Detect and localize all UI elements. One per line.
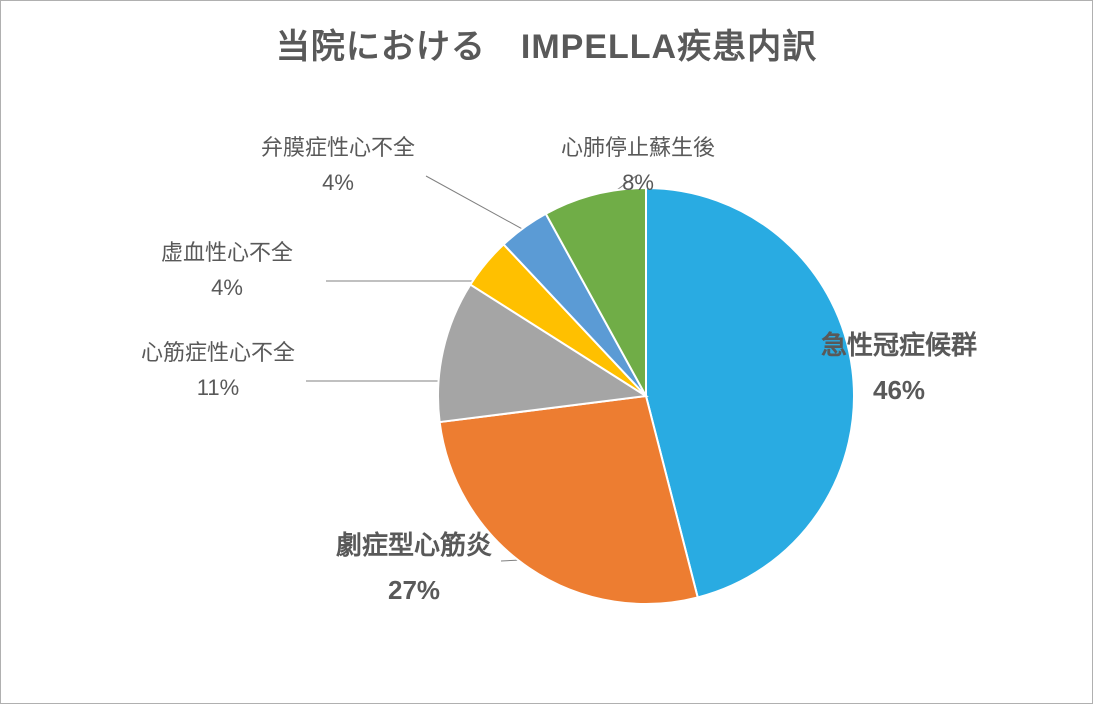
- slice-label: 急性冠症候群 46%: [821, 326, 977, 410]
- slice-label-value: 4%: [161, 271, 293, 304]
- slice-label-name: 心筋症性心不全: [141, 336, 295, 369]
- slice-label: 弁膜症性心不全4%: [261, 131, 415, 199]
- slice-label: 心筋症性心不全11%: [141, 336, 295, 404]
- slice-label-value: 11%: [141, 371, 295, 404]
- slice-label-value: 4%: [261, 166, 415, 199]
- slice-label: 虚血性心不全4%: [161, 236, 293, 304]
- slice-label-name: 急性冠症候群: [821, 326, 977, 365]
- slice-label-name: 弁膜症性心不全: [261, 131, 415, 164]
- slice-label-name: 劇症型心筋炎: [336, 526, 492, 565]
- slice-label-name: 虚血性心不全: [161, 236, 293, 269]
- leader-line: [426, 176, 530, 236]
- slice-label-value: 46%: [821, 371, 977, 410]
- pie-chart-container: 当院における IMPELLA疾患内訳 急性冠症候群46%劇症型心筋炎27%心筋症…: [0, 0, 1093, 704]
- slice-label-value: 27%: [336, 571, 492, 610]
- slice-label-value: 8%: [561, 166, 715, 199]
- slice-label: 劇症型心筋炎 27%: [336, 526, 492, 610]
- slice-label: 心肺停止蘇生後8%: [561, 131, 715, 199]
- slice-label-name: 心肺停止蘇生後: [561, 131, 715, 164]
